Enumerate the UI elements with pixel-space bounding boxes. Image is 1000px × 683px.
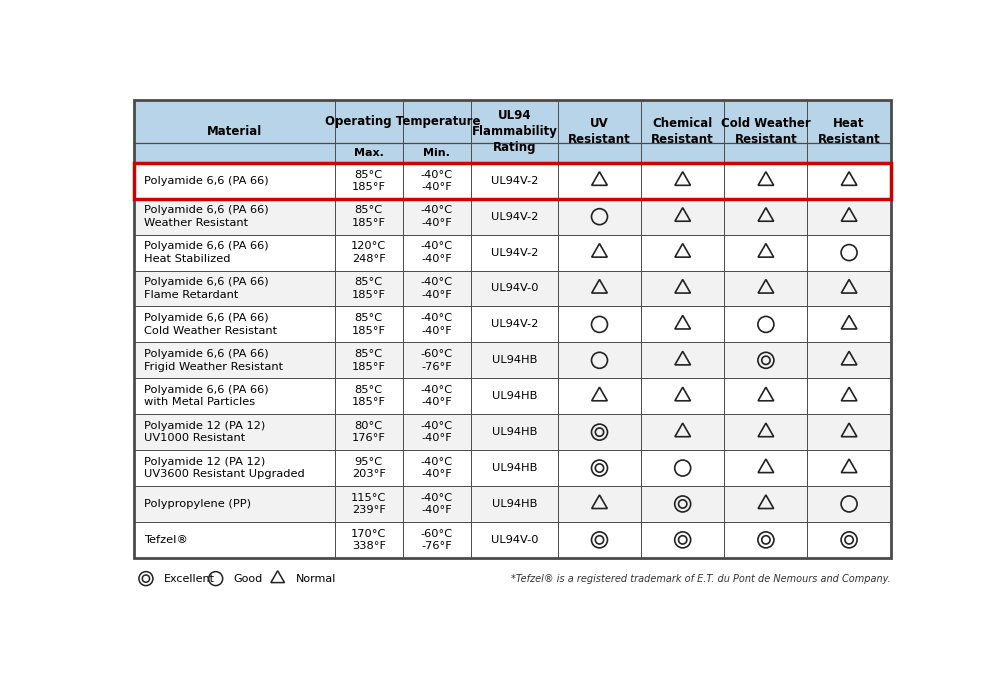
Text: UL94HB: UL94HB — [492, 355, 537, 365]
Text: -40°C
-40°F: -40°C -40°F — [421, 492, 453, 515]
Text: 95°C
203°F: 95°C 203°F — [352, 457, 386, 479]
Text: Polyamide 6,6 (PA 66)
Frigid Weather Resistant: Polyamide 6,6 (PA 66) Frigid Weather Res… — [144, 349, 283, 372]
Bar — [134, 100, 891, 163]
Text: Polyamide 6,6 (PA 66): Polyamide 6,6 (PA 66) — [144, 176, 268, 186]
Text: 85°C
185°F: 85°C 185°F — [352, 385, 386, 408]
Text: Polyamide 6,6 (PA 66)
Flame Retardant: Polyamide 6,6 (PA 66) Flame Retardant — [144, 277, 268, 300]
Text: Cold Weather
Resistant: Cold Weather Resistant — [721, 117, 811, 145]
Text: Heat
Resistant: Heat Resistant — [818, 117, 880, 145]
Text: -40°C
-40°F: -40°C -40°F — [421, 457, 453, 479]
Text: -40°C
-40°F: -40°C -40°F — [421, 169, 453, 192]
Text: -40°C
-40°F: -40°C -40°F — [421, 277, 453, 300]
Text: UV
Resistant: UV Resistant — [568, 117, 631, 145]
Text: Polyamide 6,6 (PA 66)
Heat Stabilized: Polyamide 6,6 (PA 66) Heat Stabilized — [144, 241, 268, 264]
Text: 170°C
338°F: 170°C 338°F — [351, 529, 386, 551]
Text: -40°C
-40°F: -40°C -40°F — [421, 421, 453, 443]
Text: Chemical
Resistant: Chemical Resistant — [651, 117, 714, 145]
Text: UL94
Flammability
Rating: UL94 Flammability Rating — [471, 109, 557, 154]
Text: Good: Good — [234, 574, 263, 583]
Text: UL94V-2: UL94V-2 — [491, 320, 538, 329]
Text: -40°C
-40°F: -40°C -40°F — [421, 385, 453, 408]
Text: 85°C
185°F: 85°C 185°F — [352, 277, 386, 300]
Text: Polyamide 6,6 (PA 66)
with Metal Particles: Polyamide 6,6 (PA 66) with Metal Particl… — [144, 385, 268, 408]
Text: Tefzel®: Tefzel® — [144, 535, 187, 545]
Text: -60°C
-76°F: -60°C -76°F — [421, 529, 453, 551]
Bar — [807, 143, 891, 163]
Bar — [134, 378, 891, 414]
Text: -60°C
-76°F: -60°C -76°F — [421, 349, 453, 372]
Bar — [134, 100, 891, 558]
Bar — [134, 270, 891, 307]
Text: 85°C
185°F: 85°C 185°F — [352, 349, 386, 372]
Bar — [134, 486, 891, 522]
Text: 115°C
239°F: 115°C 239°F — [351, 492, 386, 515]
Text: -40°C
-40°F: -40°C -40°F — [421, 206, 453, 228]
Text: Polyamide 6,6 (PA 66)
Weather Resistant: Polyamide 6,6 (PA 66) Weather Resistant — [144, 206, 268, 228]
Text: UL94V-2: UL94V-2 — [491, 247, 538, 257]
Text: 85°C
185°F: 85°C 185°F — [352, 313, 386, 335]
Text: UL94V-2: UL94V-2 — [491, 176, 538, 186]
Text: Polyamide 12 (PA 12)
UV3600 Resistant Upgraded: Polyamide 12 (PA 12) UV3600 Resistant Up… — [144, 457, 304, 479]
Text: Polypropylene (PP): Polypropylene (PP) — [144, 499, 251, 509]
Text: 80°C
176°F: 80°C 176°F — [352, 421, 386, 443]
Bar — [134, 522, 891, 558]
Text: Normal: Normal — [296, 574, 336, 583]
Text: Material: Material — [207, 125, 262, 138]
Text: UL94HB: UL94HB — [492, 499, 537, 509]
Text: UL94V-0: UL94V-0 — [491, 535, 538, 545]
Bar — [134, 199, 891, 235]
Bar — [134, 235, 891, 270]
Text: Min.: Min. — [423, 148, 450, 158]
Text: -40°C
-40°F: -40°C -40°F — [421, 313, 453, 335]
Text: UL94HB: UL94HB — [492, 463, 537, 473]
Text: UL94HB: UL94HB — [492, 427, 537, 437]
Text: Polyamide 6,6 (PA 66)
Cold Weather Resistant: Polyamide 6,6 (PA 66) Cold Weather Resis… — [144, 313, 277, 335]
Text: Excellent: Excellent — [164, 574, 215, 583]
Text: 120°C
248°F: 120°C 248°F — [351, 241, 386, 264]
Bar — [134, 163, 891, 199]
Bar — [134, 342, 891, 378]
Text: UL94V-0: UL94V-0 — [491, 283, 538, 294]
Bar — [641, 143, 724, 163]
Bar — [724, 143, 807, 163]
Bar — [134, 450, 891, 486]
Bar — [134, 143, 335, 163]
Text: 85°C
185°F: 85°C 185°F — [352, 169, 386, 192]
Bar — [558, 143, 641, 163]
Text: 85°C
185°F: 85°C 185°F — [352, 206, 386, 228]
Bar — [134, 163, 891, 199]
Text: UL94V-2: UL94V-2 — [491, 212, 538, 222]
Text: Operating Temperature: Operating Temperature — [325, 115, 481, 128]
Text: UL94HB: UL94HB — [492, 391, 537, 401]
Bar — [471, 143, 558, 163]
Bar — [134, 307, 891, 342]
Bar — [134, 414, 891, 450]
Text: *Tefzel® is a registered trademark of E.T. du Pont de Nemours and Company.: *Tefzel® is a registered trademark of E.… — [511, 574, 891, 583]
Text: -40°C
-40°F: -40°C -40°F — [421, 241, 453, 264]
Text: Polyamide 12 (PA 12)
UV1000 Resistant: Polyamide 12 (PA 12) UV1000 Resistant — [144, 421, 265, 443]
Text: Max.: Max. — [354, 148, 384, 158]
